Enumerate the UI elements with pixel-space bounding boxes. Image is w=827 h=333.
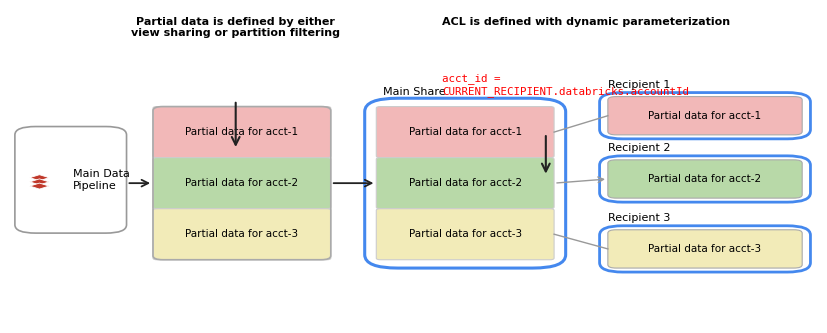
Text: Recipient 2: Recipient 2 (608, 143, 671, 153)
Polygon shape (30, 183, 49, 189)
Text: Partial data for acct-2: Partial data for acct-2 (648, 174, 762, 184)
Polygon shape (30, 175, 49, 181)
FancyBboxPatch shape (15, 127, 127, 233)
Text: Recipient 3: Recipient 3 (608, 213, 670, 223)
Text: Partial data for acct-2: Partial data for acct-2 (185, 178, 299, 188)
FancyBboxPatch shape (376, 107, 554, 158)
FancyBboxPatch shape (608, 97, 802, 135)
FancyBboxPatch shape (153, 209, 331, 260)
Text: Partial data is defined by either
view sharing or partition filtering: Partial data is defined by either view s… (131, 17, 340, 38)
Text: Partial data for acct-1: Partial data for acct-1 (185, 127, 299, 137)
Text: Main Share: Main Share (383, 87, 446, 97)
Text: Partial data for acct-1: Partial data for acct-1 (409, 127, 522, 137)
FancyBboxPatch shape (608, 230, 802, 268)
Text: ACL is defined with dynamic parameterization: ACL is defined with dynamic parameteriza… (442, 17, 730, 27)
Text: Partial data for acct-3: Partial data for acct-3 (185, 229, 299, 239)
Text: Partial data for acct-3: Partial data for acct-3 (648, 244, 762, 254)
FancyBboxPatch shape (376, 209, 554, 260)
FancyBboxPatch shape (153, 158, 331, 209)
Text: Partial data for acct-3: Partial data for acct-3 (409, 229, 522, 239)
FancyBboxPatch shape (153, 107, 331, 158)
Polygon shape (30, 179, 49, 185)
FancyBboxPatch shape (376, 158, 554, 209)
Text: Recipient 1: Recipient 1 (608, 80, 670, 90)
Text: acct_id =
CURRENT_RECIPIENT.databricks.accountId: acct_id = CURRENT_RECIPIENT.databricks.a… (442, 73, 690, 97)
Text: Main Data
Pipeline: Main Data Pipeline (73, 169, 130, 190)
Text: Partial data for acct-2: Partial data for acct-2 (409, 178, 522, 188)
FancyBboxPatch shape (608, 160, 802, 198)
Text: Partial data for acct-1: Partial data for acct-1 (648, 111, 762, 121)
